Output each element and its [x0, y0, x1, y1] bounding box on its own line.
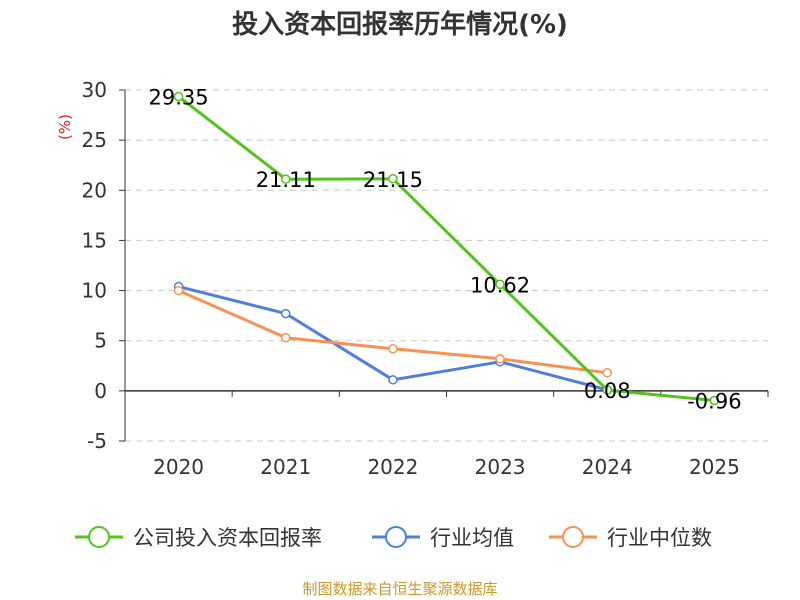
data-point[interactable] [495, 279, 505, 290]
y-tick-label: -5 [87, 429, 107, 453]
y-axis-unit-label: (%) [56, 114, 74, 140]
y-tick-label: 5 [94, 329, 107, 353]
y-tick-label: 20 [82, 178, 107, 202]
x-tick-labels: 2020 2021 2022 2023 2024 2025 [153, 455, 740, 479]
data-point[interactable] [388, 174, 398, 184]
series-line-0 [177, 95, 715, 402]
data-label: 21.15 [363, 168, 423, 192]
data-point[interactable] [602, 385, 612, 395]
x-tick-label: 2021 [260, 455, 311, 479]
data-point[interactable] [173, 91, 184, 102]
axes [119, 89, 769, 442]
x-tick-label: 2024 [582, 455, 633, 479]
data-label: 21.11 [256, 168, 316, 192]
legend-item-0[interactable]: 公司投入资本回报率 [75, 526, 322, 550]
y-tick-labels: 30 25 20 15 10 5 0 -5 [82, 78, 107, 453]
source-note: 制图数据来自恒生聚源数据库 [302, 580, 497, 598]
legend-label: 行业均值 [430, 526, 514, 550]
data-point[interactable] [602, 368, 612, 378]
data-point[interactable] [388, 343, 398, 354]
y-tick-label: 10 [82, 279, 107, 303]
legend-item-2[interactable]: 行业中位数 [549, 526, 712, 550]
grid-lines [125, 89, 768, 442]
y-tick-label: 15 [82, 228, 107, 252]
legend-marker-swatch [88, 526, 110, 548]
data-label: -0.96 [687, 389, 741, 413]
data-point[interactable] [495, 354, 505, 364]
data-label: 0.08 [584, 379, 631, 403]
x-tick-label: 2020 [153, 455, 204, 479]
data-labels: 29.35 21.11 21.15 10.62 0.08 -0.96 [149, 86, 742, 414]
legend-marker-swatch [562, 526, 584, 548]
chart-title: 投入资本回报率历年情况(%) [232, 9, 568, 40]
legend-item-1[interactable]: 行业均值 [372, 526, 514, 550]
series-line-1 [178, 285, 608, 392]
legend[interactable]: 公司投入资本回报率 行业均值 行业中位数 [75, 526, 712, 550]
data-point[interactable] [173, 285, 184, 296]
data-label: 29.35 [149, 86, 209, 110]
y-tick-label: 30 [82, 78, 107, 102]
legend-label: 行业中位数 [607, 526, 712, 550]
data-point[interactable] [709, 395, 720, 406]
data-point[interactable] [388, 375, 398, 385]
data-point[interactable] [281, 332, 291, 343]
legend-label: 公司投入资本回报率 [133, 526, 322, 550]
series-layer [173, 91, 720, 406]
legend-marker-swatch [385, 526, 407, 548]
x-tick-label: 2022 [367, 455, 418, 479]
x-tick-label: 2025 [689, 455, 740, 479]
y-tick-label: 0 [94, 379, 107, 403]
data-point[interactable] [281, 308, 291, 319]
y-tick-label: 25 [82, 128, 107, 152]
x-tick-label: 2023 [475, 455, 526, 479]
data-label: 10.62 [470, 273, 530, 297]
data-point[interactable] [281, 174, 291, 184]
